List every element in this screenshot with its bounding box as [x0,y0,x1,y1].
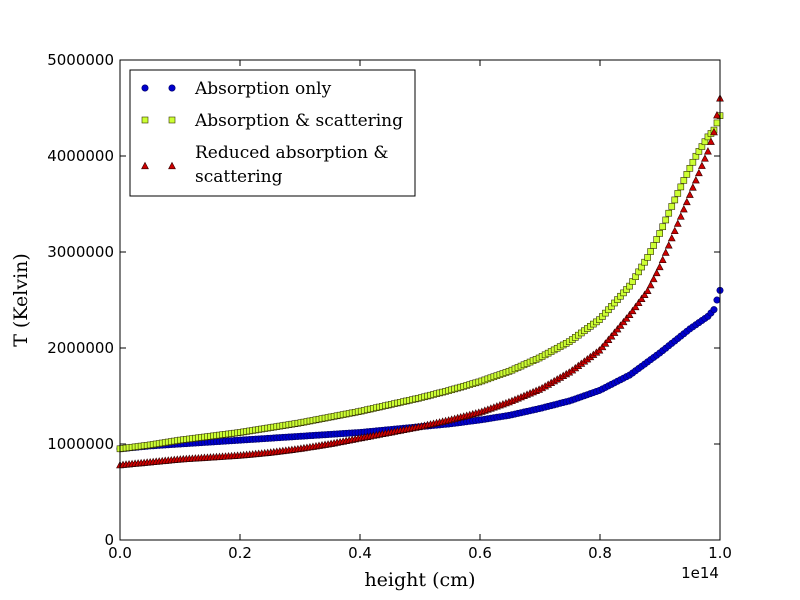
legend-marker [141,161,149,170]
data-point [607,332,616,340]
data-point [665,209,673,217]
legend-label: Reduced absorption & [195,143,389,163]
data-point [646,280,655,289]
y-axis-title: T (Kelvin) [10,253,32,347]
y-tick-label: 4000000 [47,147,114,165]
legend-marker [141,116,149,124]
y-tick-label: 2000000 [47,339,114,357]
data-point [650,242,657,249]
data-point [698,161,706,169]
y-tick-label: 0 [104,531,114,549]
y-tick-label: 3000000 [47,243,114,261]
data-point [613,324,622,333]
data-point [688,183,697,191]
data-point [637,294,646,303]
data-point [694,168,703,177]
data-point [644,254,651,261]
data-point [652,268,661,277]
data-point [713,296,721,304]
x-axis-offset-label: 1e14 [681,564,719,582]
data-point [701,154,709,162]
data-point [671,196,679,204]
legend-marker [168,161,176,170]
data-point [667,233,676,242]
data-point [601,339,610,347]
data-point [686,165,694,172]
data-point [622,314,631,322]
data-point [674,190,682,197]
series-layer [116,94,724,469]
x-tick-label: 0.2 [228,544,252,562]
data-point [653,236,660,243]
data-point [691,176,700,184]
legend-label: Absorption only [194,79,332,99]
data-point [634,298,643,307]
data-point [628,306,637,315]
legend: Absorption only Absorption & scattering Re… [129,69,416,197]
data-point [710,127,718,136]
data-point [680,177,688,184]
data-point [677,183,685,191]
legend-label: Absorption & scattering [194,111,403,131]
data-point [659,223,667,231]
data-point [679,204,688,213]
data-point [713,119,721,127]
data-point [676,212,685,220]
y-tick-label: 1000000 [47,435,114,453]
tick-layer: 0.0 0.2 0.4 0.6 0.8 1.0 0 1000000 2000000 3000000… [47,51,732,562]
data-point [619,317,628,326]
x-tick-label: 1.0 [708,544,732,562]
x-tick-label: 0.6 [468,544,492,562]
data-point [662,216,670,224]
legend-marker [168,84,176,92]
x-tick-label: 0.4 [348,544,372,562]
data-point [664,241,673,249]
data-point [625,310,634,319]
legend-box [129,69,416,197]
data-point [668,203,676,210]
series-square [116,112,724,453]
data-point [682,197,691,206]
data-point [598,342,607,351]
data-point [689,158,697,166]
legend-marker [168,116,176,124]
data-point [631,302,640,311]
data-point [649,274,658,283]
data-point [673,219,682,227]
data-point [713,111,721,119]
data-point [616,321,625,329]
x-axis-title: height (cm) [364,569,475,591]
data-point [643,286,652,294]
data-point [655,262,664,271]
data-point [704,147,712,155]
x-tick-label: 0.0 [108,544,132,562]
data-point [604,335,613,344]
legend-label: scattering [195,167,283,187]
plot-frame [119,59,721,541]
legend-marker [141,84,149,92]
data-point [683,171,691,178]
data-point [685,190,694,198]
series-triangle [116,94,724,469]
data-point [707,137,715,145]
data-point [658,255,667,263]
data-point [661,248,670,256]
data-point [670,226,679,235]
y-tick-label: 5000000 [47,51,114,69]
data-point [656,230,663,237]
data-point [647,248,654,255]
data-point [640,290,649,299]
data-point [710,306,718,314]
x-tick-label: 0.8 [588,544,612,562]
data-point [610,328,619,336]
